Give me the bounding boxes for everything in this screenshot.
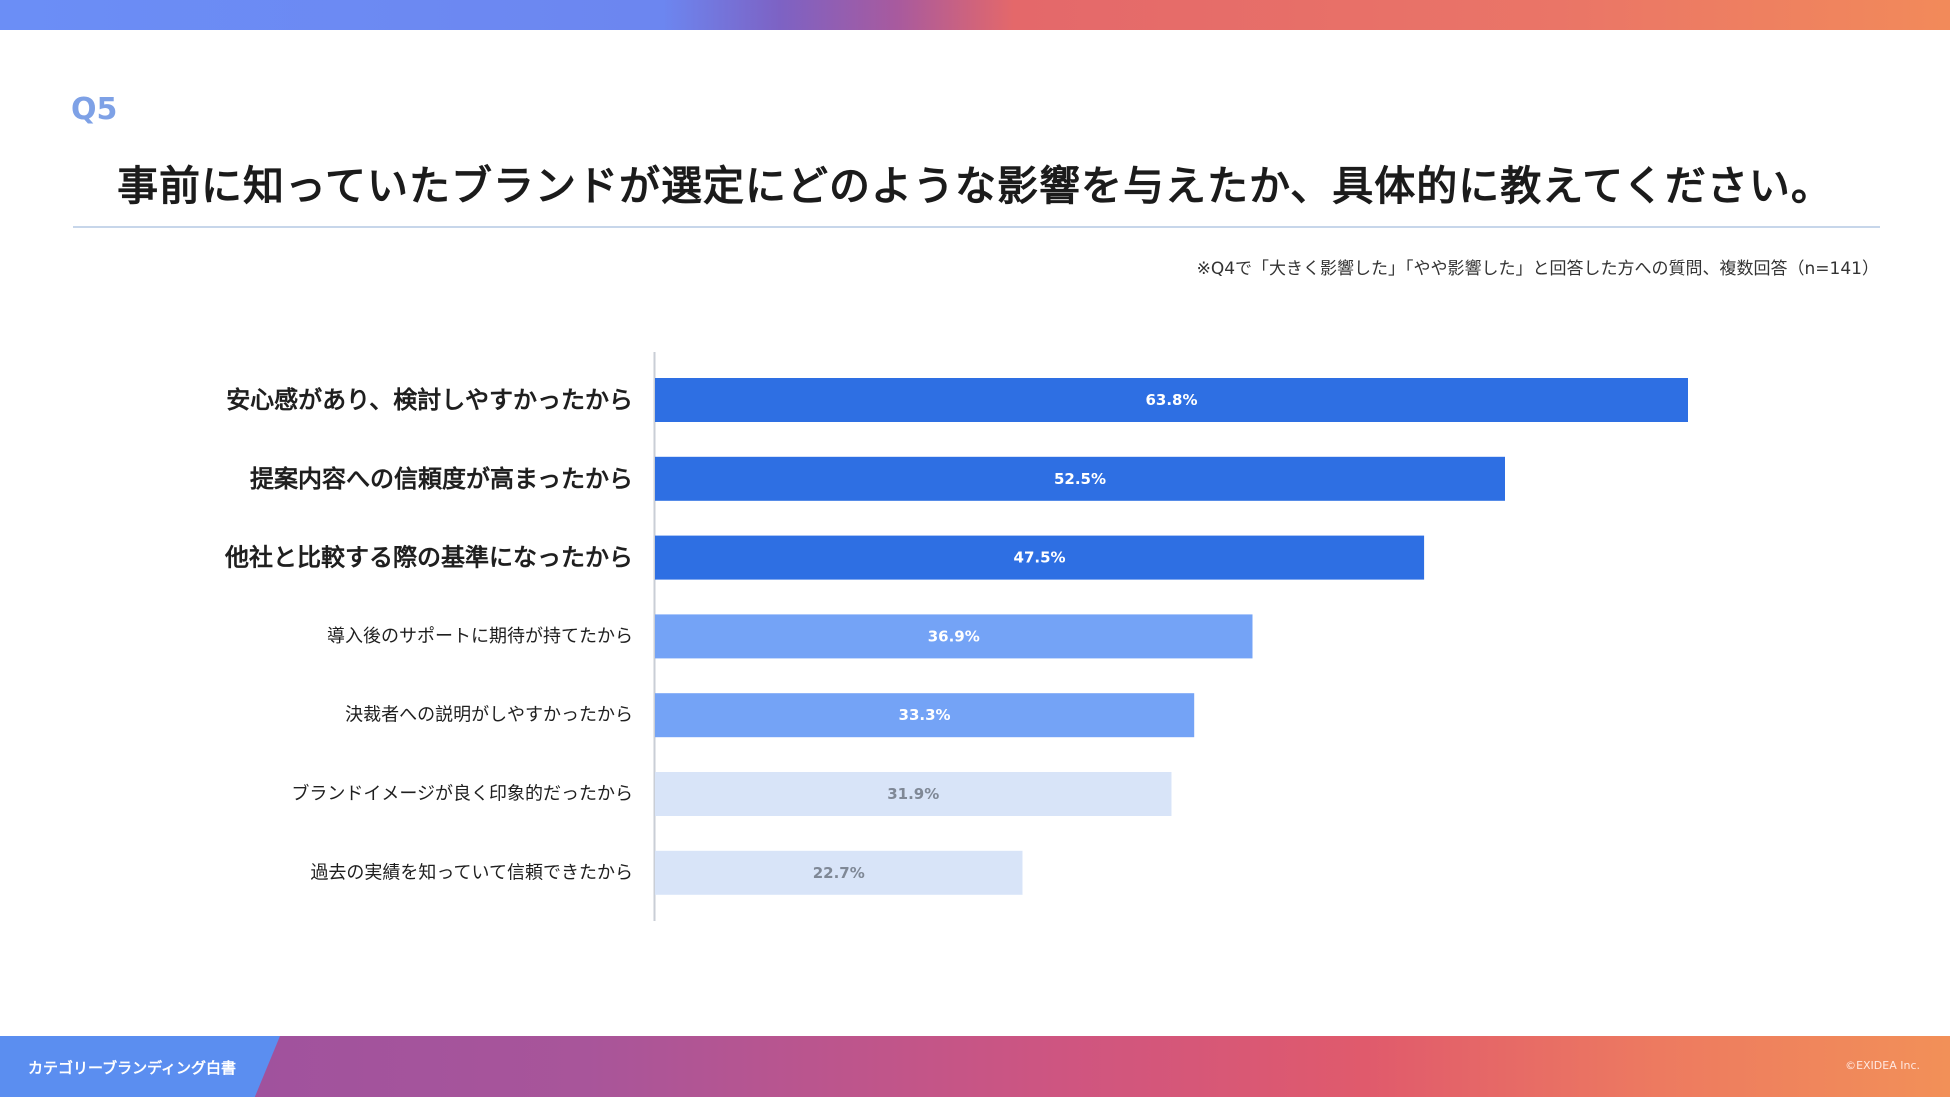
- bottom-gradient-band: [0, 1036, 1950, 1097]
- bar: [655, 693, 1195, 738]
- bar: [655, 535, 1425, 580]
- data-label: 31.9%: [887, 785, 939, 803]
- category-label: 過去の実績を知っていて信頼できたから: [310, 862, 633, 883]
- bar: [655, 850, 1023, 895]
- bars-layer: 安心感があり、検討しやすかったから 63.8% 提案内容への信頼度が高まったから 52…: [224, 378, 1688, 895]
- bar: [655, 614, 1253, 659]
- category-label: 導入後のサポートに期待が持てたから: [327, 626, 633, 647]
- footer-copyright: ©EXIDEA Inc.: [1845, 1059, 1920, 1072]
- bar: [655, 378, 1688, 422]
- data-label: 47.5%: [1014, 549, 1066, 567]
- top-gradient-band: [0, 0, 1950, 30]
- data-label: 63.8%: [1145, 391, 1197, 409]
- data-label: 36.9%: [928, 627, 980, 645]
- question-number: Q5: [71, 92, 118, 127]
- category-label: 安心感があり、検討しやすかったから: [226, 386, 633, 414]
- category-label: 他社と比較する際の基準になったから: [224, 544, 633, 572]
- title-divider: [73, 226, 1880, 228]
- bar: [655, 456, 1505, 501]
- category-label: 提案内容への信頼度が高まったから: [250, 465, 633, 493]
- data-label: 22.7%: [813, 864, 865, 882]
- category-label: ブランドイメージが良く印象的だったから: [291, 783, 633, 805]
- page-title: 事前に知っていたブランドが選定にどのような影響を与えたか、具体的に教えてください…: [117, 162, 1833, 210]
- data-label: 33.3%: [899, 706, 951, 724]
- footer-tab: [0, 1036, 280, 1097]
- category-label: 決裁者への説明がしやすかったから: [345, 705, 633, 726]
- sample-note: ※Q4で「大きく影響した」「やや影響した」と回答した方への質問、複数回答（n=1…: [1196, 259, 1879, 279]
- footer-title: カテゴリーブランディング白書: [28, 1059, 237, 1077]
- bar: [655, 772, 1172, 816]
- data-label: 52.5%: [1054, 470, 1106, 488]
